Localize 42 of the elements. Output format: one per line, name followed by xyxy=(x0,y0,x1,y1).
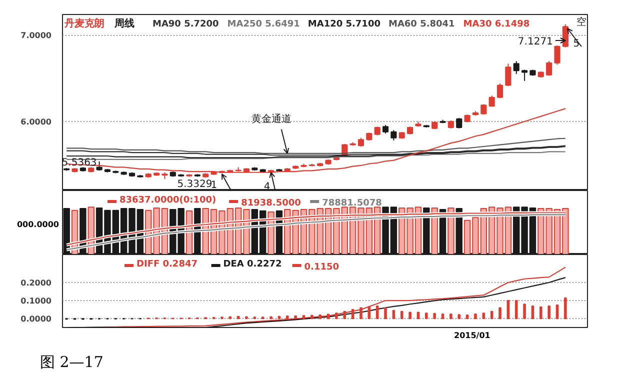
chart-subtitle: 周线 xyxy=(114,18,134,30)
line-series xyxy=(66,138,566,154)
line-series xyxy=(66,145,566,156)
annotation: 5.3329 xyxy=(177,179,212,190)
text: MA90 5.7200 xyxy=(152,20,219,30)
caption: 图 2—17 xyxy=(39,352,104,373)
chart-title: 丹麦克朗 xyxy=(64,18,104,30)
legend-label: 83637.0000(0:100) xyxy=(120,196,216,206)
text: MA250 5.6491 xyxy=(227,20,300,30)
candlestick xyxy=(390,130,397,141)
y-tick-label: 0.1000 xyxy=(20,296,52,306)
text: 000.0000 xyxy=(16,219,59,230)
candlestick xyxy=(480,104,487,116)
candlestick xyxy=(513,60,520,75)
legend-label: 0.1150 xyxy=(304,262,340,272)
y-tick-label: 7.0000 xyxy=(20,31,52,40)
line-series xyxy=(66,151,566,160)
legend-label: 81938.5000 xyxy=(241,198,301,208)
candlestick xyxy=(496,83,504,99)
text: MA60 5.8041 xyxy=(388,20,455,30)
text: 2015/01 xyxy=(454,330,490,342)
candlestick xyxy=(522,69,528,82)
legend-label: 78881.5078 xyxy=(322,198,382,208)
line-series xyxy=(66,146,566,158)
text: MA30 6.1498 xyxy=(463,20,530,30)
y-tick-label: 0.0000 xyxy=(20,314,52,324)
candlestick xyxy=(505,63,512,87)
text: 空 xyxy=(576,16,586,28)
legend-label: DEA 0.2272 xyxy=(223,260,282,270)
candlestick xyxy=(546,60,552,76)
annotation: 黄金通道 xyxy=(251,112,292,125)
candlestick xyxy=(554,45,560,66)
annotation: 1 xyxy=(210,180,218,192)
candlestick xyxy=(562,24,568,48)
legend-label: DIFF 0.2847 xyxy=(136,260,198,270)
annotation: 7.1271 xyxy=(518,36,553,48)
y-tick-label: 0.2000 xyxy=(20,278,52,288)
y-tick-label: 6.0000 xyxy=(20,117,52,126)
text: 5 xyxy=(573,38,580,50)
candlestick xyxy=(456,118,462,129)
text: MA120 5.7100 xyxy=(308,20,380,30)
candlestick xyxy=(488,95,495,108)
